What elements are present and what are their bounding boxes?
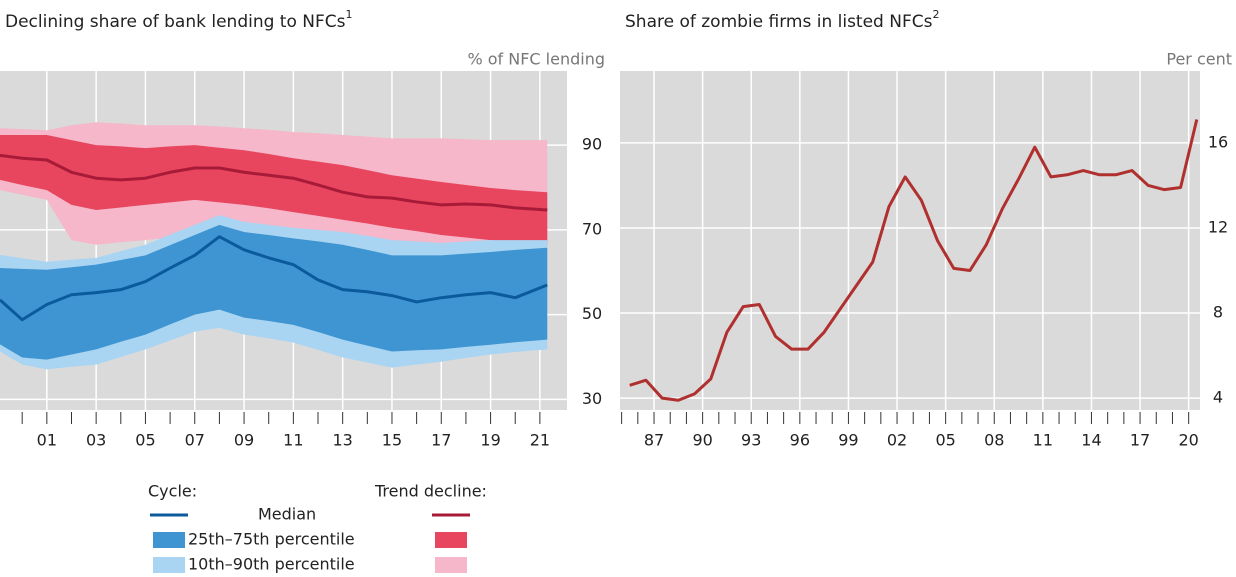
y-axis-unit: % of NFC lending [467, 50, 605, 69]
x-tick-label: 87 [644, 431, 664, 450]
legend-group-title: Trend decline: [374, 482, 487, 501]
chart-title: Declining share of bank lending to NFCs1 [5, 8, 353, 32]
y-tick-label: 12 [1208, 217, 1228, 236]
legend-swatch [435, 532, 467, 548]
plot-background [620, 71, 1200, 410]
x-tick-label: 07 [185, 431, 205, 450]
legend-swatch [435, 557, 467, 573]
x-tick-label: 08 [984, 431, 1004, 450]
x-tick-label: 13 [332, 431, 352, 450]
x-tick-label: 17 [1130, 431, 1150, 450]
y-axis-unit: Per cent [1166, 50, 1232, 69]
chart-title: Share of zombie firms in listed NFCs2 [625, 8, 939, 32]
x-tick-label: 93 [741, 431, 761, 450]
title-note: 2 [932, 8, 939, 21]
title-text: Share of zombie firms in listed NFCs [625, 12, 933, 32]
x-tick-label: 09 [234, 431, 254, 450]
median-line [0, 153, 548, 212]
line [629, 119, 1199, 402]
x-tick-label: 11 [283, 431, 303, 450]
title-note: 1 [346, 8, 353, 21]
y-tick-label: 70 [582, 219, 602, 238]
x-tick-label: 01 [37, 431, 57, 450]
legend-label: 10th–90th percentile [188, 555, 355, 574]
x-tick-label: 19 [480, 431, 500, 450]
x-tick-label: 14 [1081, 431, 1101, 450]
median-line [0, 235, 548, 322]
title-text: Declining share of bank lending to NFCs [5, 12, 346, 32]
y-tick-label: 4 [1213, 388, 1223, 407]
x-tick-label: 17 [431, 431, 451, 450]
x-tick-label: 05 [935, 431, 955, 450]
y-tick-label: 90 [582, 135, 602, 154]
legend-swatch [153, 532, 185, 548]
legend-group-title: Cycle: [148, 482, 197, 501]
legend-label: 25th–75th percentile [188, 530, 355, 549]
x-tick-label: 99 [838, 431, 858, 450]
x-tick-label: 05 [135, 431, 155, 450]
percentile-band [0, 134, 548, 245]
x-tick-label: 02 [887, 431, 907, 450]
x-tick-label: 15 [382, 431, 402, 450]
y-tick-label: 30 [582, 389, 602, 408]
x-tick-label: 90 [692, 431, 712, 450]
percentile-band [0, 224, 548, 360]
y-tick-label: 50 [582, 304, 602, 323]
y-tick-label: 16 [1208, 132, 1228, 151]
x-tick-label: 20 [1178, 431, 1198, 450]
x-tick-label: 21 [530, 431, 550, 450]
y-tick-label: 8 [1213, 303, 1223, 322]
x-tick-label: 11 [1033, 431, 1053, 450]
x-tick-label: 03 [86, 431, 106, 450]
legend-swatch [153, 557, 185, 573]
legend-label: Median [258, 505, 316, 524]
x-tick-label: 96 [790, 431, 810, 450]
